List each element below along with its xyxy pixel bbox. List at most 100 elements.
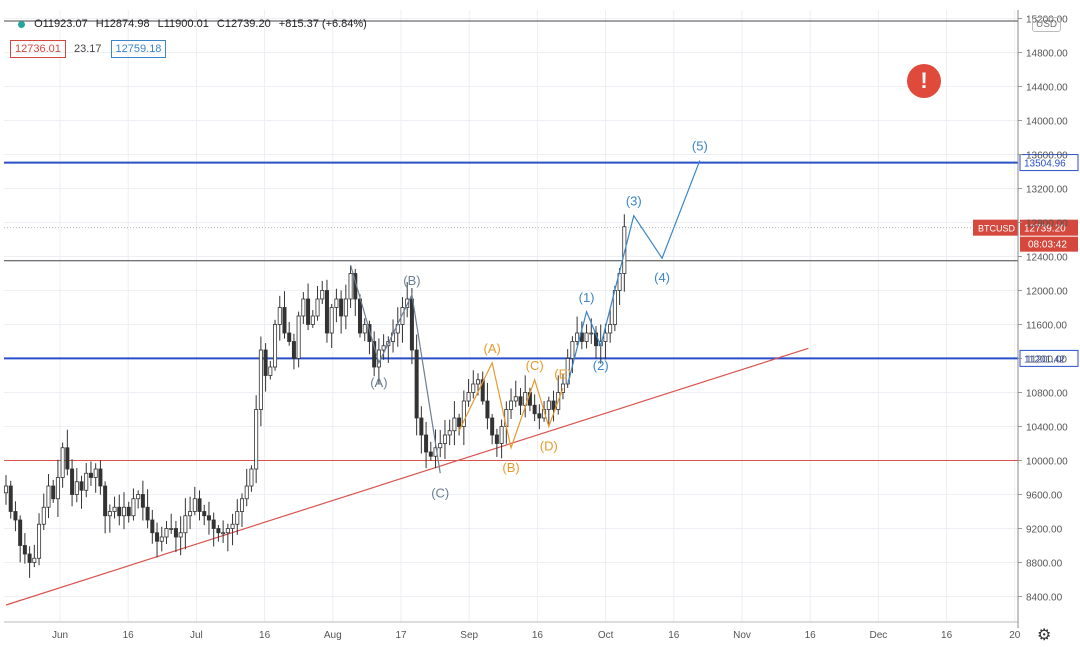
- wave-label: (B): [502, 460, 519, 475]
- candle-body: [206, 515, 211, 521]
- candle-body: [216, 528, 221, 534]
- exclamation-alert-icon[interactable]: !: [907, 64, 941, 98]
- y-tick-label: 11600.00: [1026, 321, 1067, 332]
- candle-body: [263, 349, 268, 376]
- candle-body: [22, 545, 27, 555]
- y-tick-label: 13200.00: [1026, 185, 1068, 196]
- chart-grid: [4, 10, 1018, 622]
- candle-body: [575, 332, 580, 342]
- level-price-label: 11201.42: [1024, 354, 1065, 365]
- candle-body: [155, 532, 160, 542]
- x-tick-label: Dec: [870, 630, 888, 641]
- candle-body: [442, 434, 447, 444]
- y-tick-label: 12800.00: [1026, 219, 1068, 230]
- bid-button[interactable]: 12736.01: [10, 40, 66, 58]
- candle-body: [183, 515, 188, 534]
- y-tick-label: 12000.00: [1026, 287, 1068, 298]
- candle-body: [334, 298, 339, 308]
- last-price-label: 12739.20: [1024, 224, 1066, 235]
- candle-body: [310, 315, 315, 325]
- currency-badge[interactable]: USD: [1032, 17, 1062, 32]
- candle-body: [192, 498, 197, 512]
- candle-body: [117, 506, 122, 517]
- candle-body: [475, 379, 480, 385]
- change-value: +815.37 (+6.84%): [278, 18, 367, 30]
- candle-body: [518, 396, 523, 406]
- y-tick-label: 8800.00: [1026, 559, 1063, 570]
- candle-body: [277, 307, 282, 325]
- x-tick-label: 16: [123, 630, 135, 641]
- candle-body: [546, 400, 551, 410]
- wave-path: [349, 264, 441, 474]
- y-tick-label: 9600.00: [1026, 491, 1063, 502]
- candle-body: [287, 332, 292, 342]
- wave-label: (C): [431, 485, 449, 500]
- candle-body: [457, 417, 462, 427]
- candle-body: [136, 494, 141, 500]
- candle-body: [268, 366, 273, 376]
- spread-value: 23.17: [73, 43, 102, 55]
- candle-body: [37, 523, 42, 559]
- price-axis: Jun 16 Jul 16 Aug 17 Sep 16 Oct 16 Nov 16 Dec 16 20 840…: [4, 10, 1068, 641]
- x-tick-label: Oct: [598, 630, 614, 641]
- candle-body: [8, 485, 13, 512]
- symbol-tag: [973, 219, 1018, 236]
- candle-body: [13, 511, 18, 521]
- candle-body: [230, 523, 235, 529]
- candle-body: [419, 417, 424, 436]
- candle-body: [466, 392, 471, 402]
- symbol-status-icon: [18, 20, 25, 28]
- candle-body: [447, 430, 452, 436]
- y-tick-label: 10000.00: [1026, 457, 1068, 468]
- candle-body: [513, 396, 518, 402]
- gear-icon[interactable]: ⚙: [1037, 627, 1052, 644]
- candle-body: [258, 349, 263, 410]
- candle-body: [367, 324, 372, 342]
- candle-body: [178, 532, 183, 538]
- candle-body: [339, 298, 344, 317]
- x-tick-label: 16: [259, 630, 271, 641]
- candle-body: [235, 511, 240, 525]
- level-price-label: 13504.96: [1024, 159, 1066, 170]
- candle-body: [320, 290, 325, 300]
- wave-label: (3): [626, 194, 642, 209]
- candle-body: [551, 400, 556, 410]
- candle-body: [296, 315, 301, 359]
- candle-body: [273, 324, 278, 368]
- y-tick-label: 15200.00: [1026, 15, 1068, 26]
- candle-body: [239, 498, 244, 512]
- x-tick-label: Sep: [460, 630, 478, 641]
- candle-body: [608, 324, 613, 334]
- candle-body: [409, 298, 414, 351]
- candle-body: [357, 298, 362, 334]
- candle-body: [584, 332, 589, 342]
- candle-body: [51, 485, 56, 500]
- x-tick-label: 17: [395, 630, 407, 641]
- y-tick-label: 8400.00: [1026, 593, 1063, 604]
- candle-body: [225, 528, 230, 534]
- candle-body: [211, 519, 216, 529]
- wave-label: (B): [403, 273, 420, 288]
- candles: [4, 214, 627, 578]
- candle-body: [202, 511, 207, 517]
- wave-label: (A): [483, 341, 500, 356]
- last-price-tag: [1020, 219, 1078, 236]
- level-price-tag: [1019, 154, 1079, 172]
- candle-body: [150, 519, 155, 534]
- candle-body: [537, 413, 542, 419]
- candle-body: [301, 298, 306, 317]
- ask-button[interactable]: 12759.18: [110, 40, 167, 58]
- candle-body: [589, 332, 594, 335]
- candle-body: [348, 273, 353, 300]
- candle-body: [400, 307, 405, 325]
- candle-body: [169, 528, 174, 530]
- candle-body: [452, 417, 457, 432]
- candle-body: [131, 498, 136, 517]
- x-tick-label: Jun: [52, 630, 68, 641]
- candle-body: [603, 332, 608, 342]
- candle-body: [291, 341, 296, 359]
- y-tick-label: 14800.00: [1026, 49, 1068, 60]
- x-tick-label: 16: [941, 630, 953, 641]
- candle-body: [88, 472, 93, 478]
